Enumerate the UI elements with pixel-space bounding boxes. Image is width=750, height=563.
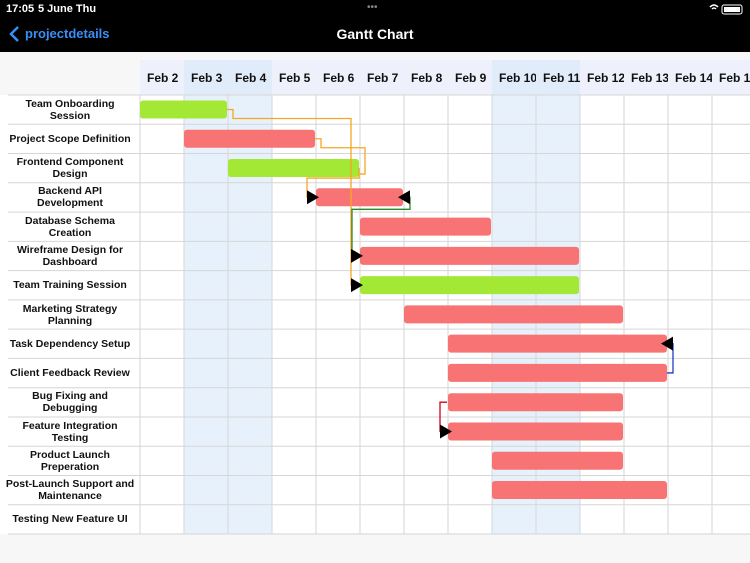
column-header-bg: [492, 60, 536, 95]
gantt-chart: Feb 2 Feb 3 Feb 4 Feb 5 Feb 6 Feb 7 Feb 8 Feb 9…: [0, 60, 750, 535]
date-header: Feb 13: [631, 71, 669, 85]
dependency-line: [315, 138, 366, 175]
top-bar: 17:05 5 June Thu ••• projectdetails Gant…: [0, 0, 750, 52]
column-bg: [360, 95, 404, 535]
date-header: Feb 8: [411, 71, 443, 85]
task-bar: [140, 100, 227, 119]
task-label: Marketing Strategy Planning: [22, 302, 118, 327]
task-label: Database Schema Creation: [25, 214, 115, 239]
task-bar: [448, 393, 623, 412]
multitask-dots: •••: [367, 2, 378, 13]
label-column: [0, 95, 140, 535]
nav-title: Gantt Chart: [336, 26, 414, 42]
task-bar: [360, 276, 579, 295]
date-header: Feb 6: [323, 71, 355, 85]
column-header-bg: [316, 60, 360, 95]
task-bar: [360, 217, 491, 236]
task-label: Team Onboarding Session: [25, 97, 115, 122]
task-label: Frontend Component Design: [16, 156, 124, 181]
column-header-bg: [624, 60, 668, 95]
dependency-arrow: [661, 336, 673, 351]
dependency-arrow: [398, 190, 410, 205]
task-bar: [228, 159, 359, 178]
column-header-bg: [580, 60, 624, 95]
date-header: Feb 10: [499, 71, 537, 85]
task-label: Bug Fixing and Debugging: [32, 390, 108, 415]
task-bar: [448, 422, 623, 441]
date-header: Feb 9: [455, 71, 487, 85]
task-label: Testing New Feature UI: [12, 513, 128, 526]
task-label: Project Scope Definition: [9, 132, 131, 145]
task-label: Product Launch Preperation: [30, 448, 110, 473]
column-header-bg: [360, 60, 404, 95]
column-bg: [712, 95, 750, 535]
column-header-bg: [184, 60, 228, 95]
task-bar: [492, 481, 667, 500]
column-header-bg: [536, 60, 580, 95]
status-time: 17:05: [6, 3, 35, 15]
column-bg: [184, 95, 228, 535]
task-bar: [448, 334, 667, 353]
task-bar: [316, 188, 403, 207]
task-label: Team Training Session: [13, 279, 127, 292]
date-header: Feb 4: [235, 71, 267, 85]
dependency-arrow: [351, 278, 363, 293]
date-header: Feb 15: [719, 71, 750, 85]
back-button[interactable]: projectdetails: [25, 26, 110, 41]
dependency-arrow: [440, 424, 452, 439]
status-icons: [709, 4, 743, 15]
column-header-bg: [448, 60, 492, 95]
task-bar: [448, 363, 667, 382]
date-header: Feb 2: [147, 71, 179, 85]
column-header-bg: [228, 60, 272, 95]
column-header-bg: [272, 60, 316, 95]
task-label: Backend API Development: [37, 185, 103, 210]
date-header: Feb 7: [367, 71, 399, 85]
column-header-bg: [404, 60, 448, 95]
task-label: Wireframe Design for Dashboard: [16, 243, 124, 268]
status-date: 5 June Thu: [38, 3, 97, 15]
column-bg: [668, 95, 712, 535]
date-header: Feb 11: [543, 71, 581, 85]
task-label: Task Dependency Setup: [9, 337, 131, 350]
back-chevron[interactable]: [9, 26, 21, 42]
dependency-arrow: [351, 248, 363, 263]
column-bg: [140, 95, 184, 535]
column-header-bg: [668, 60, 712, 95]
task-bar: [492, 451, 623, 470]
date-header: Feb 5: [279, 71, 311, 85]
date-header: Feb 14: [675, 71, 713, 85]
date-header: Feb 12: [587, 71, 625, 85]
dependency-arrow: [307, 190, 319, 205]
column-header-bg: [140, 60, 184, 95]
task-bar: [184, 129, 315, 148]
column-bg: [624, 95, 668, 535]
task-label: Post-Launch Support and Maintenance: [5, 478, 135, 503]
column-header-bg: [712, 60, 750, 95]
task-bar: [404, 305, 623, 324]
date-header: Feb 3: [191, 71, 223, 85]
task-label: Feature Integration Testing: [22, 419, 118, 444]
task-bar: [360, 246, 579, 265]
task-label: Client Feedback Review: [10, 367, 130, 380]
